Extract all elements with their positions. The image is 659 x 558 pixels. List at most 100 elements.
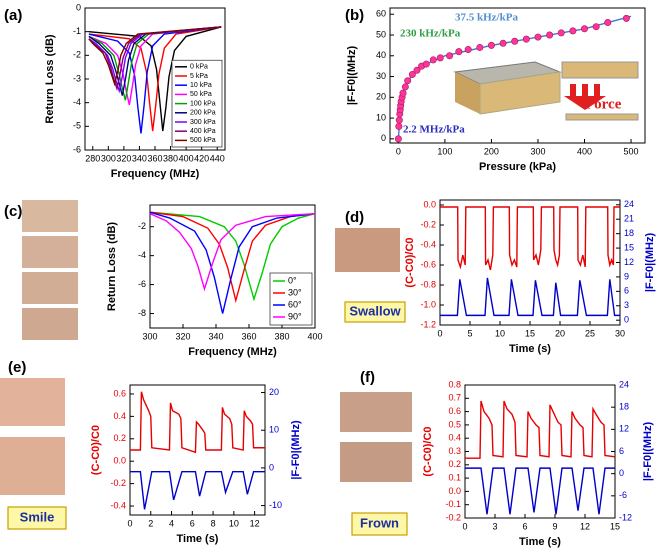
legend-label: 0° <box>288 275 297 285</box>
legend-label: 5 kPa <box>190 73 208 80</box>
series-line <box>88 26 222 106</box>
x-tick-label: 440 <box>210 153 225 163</box>
y2-tick-label: 0 <box>624 315 629 325</box>
y-tick-label: 0.0 <box>113 456 126 466</box>
x-tick-label: 100 <box>437 146 452 156</box>
y-tick-label: 30 <box>376 71 386 81</box>
y-tick-label: -1.2 <box>420 319 436 329</box>
x-tick-label: 340 <box>208 331 223 341</box>
photo-forehead <box>340 392 412 432</box>
series-line <box>150 211 315 314</box>
x-tick-label: 300 <box>101 153 116 163</box>
x-tick-label: 12 <box>580 521 590 531</box>
x-tick-label: 10 <box>229 518 239 528</box>
y-tick-label: -0.2 <box>110 478 126 488</box>
photo-finger <box>22 272 78 304</box>
sensor-layer <box>561 61 639 79</box>
x-tick-label: 4 <box>169 518 174 528</box>
panel-label: (d) <box>345 209 364 226</box>
data-point <box>546 31 554 39</box>
panel-label: (a) <box>4 7 22 24</box>
x-tick-label: 3 <box>492 521 497 531</box>
y2-tick-label: 24 <box>619 379 629 389</box>
y2-tick-label: 0 <box>619 468 624 478</box>
plot-frame <box>439 199 621 326</box>
y-tick-label: 0.6 <box>113 388 126 398</box>
y2-tick-label: 18 <box>624 228 634 238</box>
data-point <box>446 52 454 60</box>
annotation: 2.2 MHz/kPa <box>403 124 465 136</box>
data-point <box>401 83 409 91</box>
y-axis-label: (C-C0)/C0 <box>404 237 416 287</box>
y-tick-label: 0.2 <box>113 433 126 443</box>
plot-frame <box>149 204 316 329</box>
data-point <box>408 70 416 78</box>
series-line <box>88 26 222 134</box>
photo-finger <box>22 200 78 232</box>
series-line <box>465 467 615 515</box>
x-tick-label: 20 <box>555 328 565 338</box>
panel-label: (e) <box>8 359 26 376</box>
y2-tick-label: 3 <box>624 300 629 310</box>
y2-tick-label: 6 <box>624 286 629 296</box>
caption-box <box>344 301 406 323</box>
y-tick-label: -6 <box>73 144 81 154</box>
data-point <box>592 23 600 31</box>
photos <box>0 200 412 495</box>
plot-frame <box>84 7 226 151</box>
panel: (e) 0 2 4 6 8 10 12 -0.4 -0.2 0.0 0.2 0.4 0.6 -10 0 10 20… <box>7 359 302 545</box>
legend-label: 500 kPa <box>190 137 216 144</box>
y-tick-label: 50 <box>376 29 386 39</box>
y-tick-label: 0.4 <box>113 411 126 421</box>
caption: Frown <box>360 515 399 530</box>
y2-tick-label: -10 <box>269 500 282 510</box>
data-point <box>395 116 403 124</box>
data-point <box>581 25 589 33</box>
x-axis-label: Frequency (MHz) <box>188 346 277 358</box>
panel: (c) 300 320 340 360 380 400 -2 -4 -6 -8 Frequency (… <box>4 203 323 358</box>
y2-tick-label: 12 <box>624 257 634 267</box>
legend-label: 0 kPa <box>190 64 208 71</box>
y-tick-label: -0.2 <box>420 219 436 229</box>
series-line <box>440 206 620 271</box>
x-tick-label: 8 <box>211 518 216 528</box>
panel-label: (c) <box>4 203 22 220</box>
x-tick-label: 380 <box>274 331 289 341</box>
caption: Swallow <box>349 303 401 318</box>
x-axis-label: Time (s) <box>519 536 561 548</box>
y-tick-label: -0.1 <box>445 499 461 509</box>
y-tick-label: -0.2 <box>445 512 461 522</box>
data-point <box>413 66 421 74</box>
y-tick-label: -4 <box>73 97 81 107</box>
data-point <box>522 35 530 43</box>
legend-label: 30° <box>288 287 302 297</box>
y-axis-label: |F-F0|(MHz) <box>346 46 358 106</box>
series-line <box>130 391 265 454</box>
y-tick-label: 0.5 <box>448 419 461 429</box>
y-axis-label: (C-C0)/C0 <box>90 425 102 475</box>
x-tick-label: 400 <box>577 146 592 156</box>
annotation: 37.5 kHz/kPa <box>455 12 518 24</box>
x-tick-label: 15 <box>610 521 620 531</box>
photo-finger <box>22 236 78 268</box>
x-tick-label: 25 <box>585 328 595 338</box>
x-tick-label: 360 <box>147 153 162 163</box>
series-line <box>88 26 222 92</box>
photo-face <box>0 437 65 495</box>
annotation: Force <box>585 96 622 112</box>
panel: (b) 0 100 200 300 400 500 0 10 20 30 40 50 60 Pressure… <box>345 7 646 173</box>
x-tick-label: 12 <box>250 518 260 528</box>
arrow <box>570 84 576 96</box>
y-tick-label: -2 <box>73 50 81 60</box>
data-point <box>487 41 495 49</box>
legend-label: 200 kPa <box>190 110 216 117</box>
series-line <box>150 212 315 292</box>
series-line <box>150 211 315 302</box>
y2-tick-label: 18 <box>619 402 629 412</box>
y-tick-label: 10 <box>376 112 386 122</box>
data-point <box>476 43 484 51</box>
y-axis-label: Return Loss (dB) <box>44 34 56 124</box>
panel: (d)0 5 10 15 20 25 30-1.2-1.0-0.8-0.6-0.4-0.20… <box>344 199 656 355</box>
y-tick-label: 0.3 <box>448 446 461 456</box>
